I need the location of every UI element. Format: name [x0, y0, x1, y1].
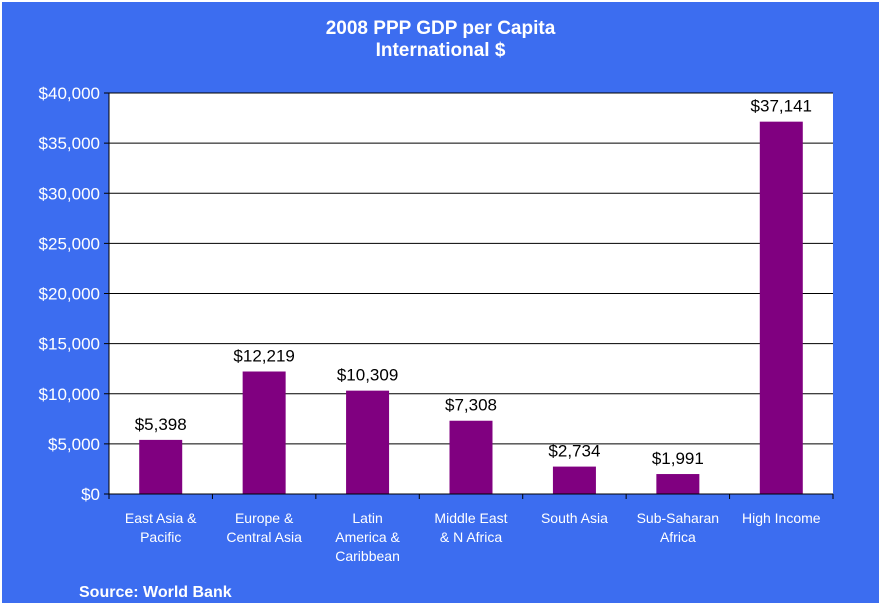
x-tick-label-line: High Income: [741, 510, 821, 526]
title-line-1: 2008 PPP GDP per Capita: [325, 18, 556, 39]
x-tick-label-line: Middle East: [434, 510, 508, 526]
x-tick-label-line: Caribbean: [335, 548, 400, 564]
x-tick-label-line: Pacific: [140, 529, 182, 545]
bar: [139, 439, 183, 494]
x-tick-label-line: South Asia: [540, 510, 608, 526]
bar: [346, 390, 390, 494]
bar: [552, 466, 596, 494]
x-tick-label: Europe & Central Asia: [212, 509, 316, 547]
y-tick-label: $40,000: [39, 84, 100, 103]
x-tick-label-line: Africa: [659, 529, 696, 545]
data-label: $37,141: [751, 97, 812, 116]
x-tick-label: Sub-Saharan Africa: [626, 509, 730, 547]
y-tick-label: $5,000: [48, 435, 100, 454]
x-tick-label: South Asia: [522, 509, 626, 528]
x-tick-label: Middle East & N Africa: [419, 509, 523, 547]
x-tick-label: High Income: [729, 509, 833, 528]
x-tick-label-line: America &: [335, 529, 400, 545]
x-tick-label-line: Sub-Saharan: [636, 510, 720, 526]
bar: [759, 121, 803, 495]
bar: [449, 420, 493, 494]
x-tick-label-line: & N Africa: [439, 529, 503, 545]
y-tick-label: $15,000: [39, 335, 100, 354]
y-tick-label: $30,000: [39, 184, 100, 203]
x-tick-label-line: Europe &: [234, 510, 294, 526]
y-tick-label: $35,000: [39, 134, 100, 153]
x-tick-label: Latin America & Caribbean: [316, 509, 420, 566]
source-note: Source: World Bank: [79, 584, 232, 601]
data-label: $5,398: [135, 415, 187, 434]
data-label: $10,309: [337, 366, 398, 385]
bar: [656, 474, 700, 494]
x-tick-label-line: East Asia &: [124, 510, 197, 526]
data-label: $7,308: [445, 396, 497, 415]
title-line-2: International $: [375, 40, 506, 61]
y-tick-label: $0: [81, 485, 100, 504]
y-tick-label: $20,000: [39, 285, 100, 304]
y-tick-label: $10,000: [39, 385, 100, 404]
y-tick-label: $25,000: [39, 234, 100, 253]
chart-title: 2008 PPP GDP per Capita International $: [2, 18, 879, 62]
x-tick-label: East Asia & Pacific: [109, 509, 213, 547]
x-tick-label-line: Latin: [352, 510, 383, 526]
x-tick-label-line: Central Asia: [226, 529, 302, 545]
data-label: $1,991: [652, 449, 704, 468]
data-label: $12,219: [233, 347, 294, 366]
data-label: $2,734: [548, 442, 600, 461]
bar: [242, 371, 286, 494]
